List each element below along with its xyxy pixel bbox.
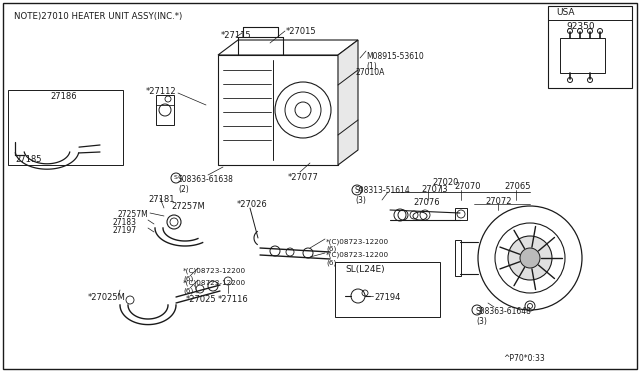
Text: *27112: *27112: [146, 87, 177, 96]
Circle shape: [508, 236, 552, 280]
Text: S: S: [479, 307, 483, 312]
Text: 27257M: 27257M: [171, 202, 205, 211]
Text: 27185: 27185: [15, 155, 42, 164]
Text: 27065: 27065: [504, 182, 531, 191]
Bar: [455, 208, 467, 220]
Text: 27194: 27194: [374, 293, 401, 302]
Text: 27181: 27181: [148, 195, 175, 204]
Text: *27025M: *27025M: [88, 293, 126, 302]
Text: 27197: 27197: [112, 226, 136, 235]
Text: 27072: 27072: [485, 197, 511, 206]
Bar: [218, 55, 338, 165]
Text: *27025: *27025: [186, 295, 216, 304]
Polygon shape: [338, 40, 358, 165]
Text: S: S: [174, 175, 178, 180]
Text: SL(L24E): SL(L24E): [345, 265, 385, 274]
Text: 27186: 27186: [50, 92, 77, 101]
Text: 27183: 27183: [112, 218, 136, 227]
Text: NOTE)27010 HEATER UNIT ASSY(INC.*): NOTE)27010 HEATER UNIT ASSY(INC.*): [14, 12, 182, 21]
Text: *27116: *27116: [218, 295, 249, 304]
Text: S08363-61648
(3): S08363-61648 (3): [476, 307, 532, 326]
Text: M08915-53610
(1): M08915-53610 (1): [366, 52, 424, 71]
Text: *(C)08723-12200
(6): *(C)08723-12200 (6): [326, 252, 389, 266]
Bar: [560, 38, 605, 73]
Bar: [335, 262, 440, 317]
Text: S08313-51614
(3): S08313-51614 (3): [355, 186, 411, 205]
Bar: [156, 95, 174, 125]
Text: *27026: *27026: [237, 200, 268, 209]
Circle shape: [520, 248, 540, 268]
Text: 92350: 92350: [566, 22, 595, 31]
Text: 27070: 27070: [454, 182, 481, 191]
Text: S: S: [359, 187, 363, 192]
Text: 27257M: 27257M: [117, 210, 148, 219]
Text: *(C)08723-12200
(6): *(C)08723-12200 (6): [326, 238, 389, 252]
Text: *27115: *27115: [221, 31, 252, 40]
Text: 27073: 27073: [421, 185, 447, 194]
Polygon shape: [218, 40, 358, 55]
Text: *27015: *27015: [286, 27, 317, 36]
Text: *27077: *27077: [288, 173, 319, 182]
Text: 27010A: 27010A: [356, 68, 385, 77]
Text: 27076: 27076: [413, 198, 440, 207]
Text: 27020: 27020: [432, 178, 458, 187]
Text: *(C)08723-12200
(6): *(C)08723-12200 (6): [183, 280, 246, 294]
Text: USA: USA: [556, 8, 575, 17]
Bar: [8, 90, 123, 165]
Bar: [455, 240, 461, 276]
Bar: [548, 6, 632, 88]
Text: S08363-61638
(2): S08363-61638 (2): [178, 175, 234, 195]
Text: ^P70*0:33: ^P70*0:33: [503, 354, 545, 363]
Text: *(C)08723-12200
(6): *(C)08723-12200 (6): [183, 268, 246, 282]
